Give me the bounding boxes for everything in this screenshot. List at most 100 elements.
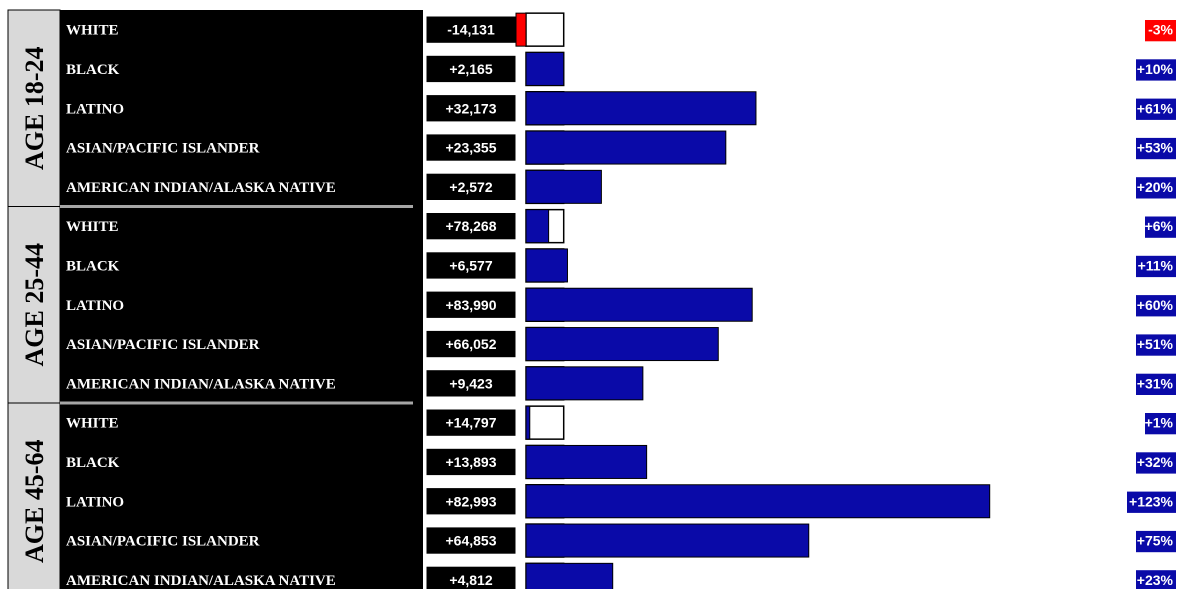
change-value-label: +2,165 [449, 61, 492, 77]
percent-tag [1136, 373, 1176, 395]
change-value-box [425, 369, 517, 398]
change-bar [525, 169, 602, 204]
change-value-box [425, 329, 517, 359]
reference-box [525, 12, 565, 47]
change-value-box [425, 447, 517, 477]
category-label-panel [60, 10, 423, 589]
percent-label: +32% [1137, 454, 1174, 470]
age-group-label: AGE 25-44 [20, 243, 49, 367]
percent-tag [1145, 20, 1176, 42]
percent-label: +51% [1137, 336, 1174, 352]
percent-tag [1136, 334, 1176, 356]
change-bar [525, 484, 991, 519]
age-group-box [7, 402, 61, 589]
percent-label: +10% [1137, 61, 1174, 77]
change-value-label: +83,990 [446, 297, 497, 313]
change-value-box [425, 526, 517, 555]
category-label: AMERICAN INDIAN/ALASKA NATIVE [66, 180, 336, 196]
category-label: ASIAN/PACIFIC ISLANDER [66, 534, 260, 550]
change-bar [525, 287, 753, 322]
percent-tag [1136, 177, 1176, 199]
change-value-label: +13,893 [446, 454, 497, 470]
percent-label: +20% [1137, 179, 1174, 195]
change-value-box [425, 565, 517, 589]
category-label: WHITE [66, 219, 119, 235]
change-bar [525, 51, 565, 86]
percent-tag [1136, 295, 1176, 317]
percent-tag [1145, 413, 1176, 435]
percent-label: +23% [1137, 572, 1174, 588]
age-group-box [7, 9, 61, 207]
category-label: AMERICAN INDIAN/ALASKA NATIVE [66, 376, 336, 392]
change-value-label: +6,577 [449, 257, 492, 273]
age-group-label: AGE 45-64 [20, 440, 49, 564]
percent-label: +53% [1137, 140, 1174, 156]
percent-label: +31% [1137, 375, 1174, 391]
percent-tag [1136, 137, 1176, 160]
change-value-label: +82,993 [446, 493, 497, 509]
percent-tag [1136, 530, 1176, 553]
change-value-box [425, 408, 517, 437]
change-bar [525, 248, 568, 283]
category-label: LATINO [66, 101, 124, 117]
percent-label: +123% [1129, 493, 1174, 509]
change-value-box [425, 54, 517, 84]
change-value-box [425, 15, 517, 44]
percent-tag [1145, 216, 1176, 238]
change-value-label: +14,797 [446, 415, 497, 431]
percent-label: +1% [1145, 415, 1174, 431]
change-bar [525, 327, 719, 362]
change-bar [525, 209, 550, 244]
category-label: WHITE [66, 416, 119, 432]
percent-label: +11% [1138, 257, 1174, 273]
category-label: BLACK [66, 258, 120, 274]
category-label: ASIAN/PACIFIC ISLANDER [66, 337, 260, 353]
percent-label: +75% [1137, 533, 1174, 549]
reference-box [525, 405, 565, 440]
percent-label: -3% [1148, 22, 1173, 38]
change-bar [525, 91, 757, 126]
change-bar [525, 366, 644, 401]
change-value-box [425, 172, 517, 201]
change-value-box [425, 251, 517, 280]
change-value-label: +32,173 [446, 100, 497, 116]
change-value-label: +9,423 [449, 375, 492, 391]
category-label: WHITE [66, 23, 119, 39]
change-value-label: +78,268 [446, 218, 497, 234]
change-bar [515, 12, 527, 47]
age-group-label: AGE 18-24 [20, 47, 49, 171]
category-label: LATINO [66, 494, 124, 510]
category-label: ASIAN/PACIFIC ISLANDER [66, 141, 260, 157]
percent-label: +6% [1145, 218, 1174, 234]
category-label: BLACK [66, 455, 120, 471]
change-value-box [425, 133, 517, 162]
age-group-box [7, 206, 61, 404]
change-bar [525, 444, 648, 479]
change-value-label: +4,812 [449, 572, 492, 588]
change-value-box [425, 212, 517, 241]
percent-tag [1136, 255, 1176, 278]
percent-tag [1136, 98, 1176, 120]
percent-label: +61% [1137, 100, 1174, 116]
change-value-box [425, 94, 517, 123]
change-bar [525, 523, 810, 558]
change-value-box [425, 290, 517, 319]
percent-tag [1127, 491, 1176, 513]
change-value-label: +64,853 [446, 533, 497, 549]
percent-tag [1136, 570, 1176, 589]
category-label: AMERICAN INDIAN/ALASKA NATIVE [66, 573, 336, 589]
change-bar [525, 130, 727, 165]
category-label: BLACK [66, 62, 120, 78]
percent-tag [1136, 59, 1176, 81]
change-value-label: +23,355 [446, 140, 497, 156]
category-label: LATINO [66, 298, 124, 314]
change-bar [525, 562, 614, 589]
change-value-label: +2,572 [449, 179, 492, 195]
percent-tag [1136, 452, 1176, 474]
change-value-label: -14,131 [447, 22, 495, 38]
change-value-label: +66,052 [446, 336, 497, 352]
change-bar [525, 405, 531, 440]
change-value-box [425, 487, 517, 516]
percent-label: +60% [1137, 297, 1174, 313]
